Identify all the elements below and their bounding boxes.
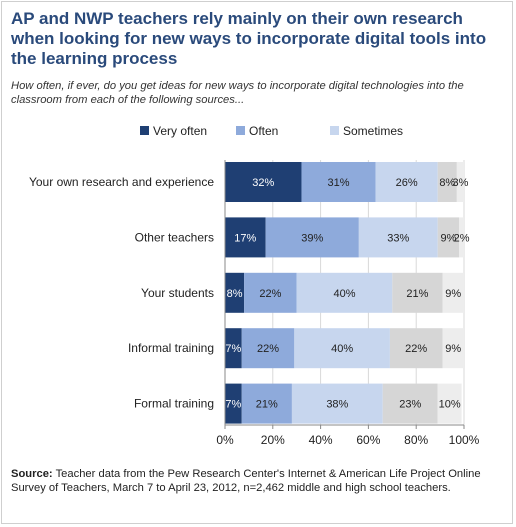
bar-segment xyxy=(437,217,460,258)
bar-row: 7% 21% 38% 23% 10% xyxy=(225,383,462,424)
x-tick-label: 80% xyxy=(404,433,428,447)
category-labels: Your own research and experience Other te… xyxy=(29,175,214,411)
x-tick-label: 100% xyxy=(449,433,480,447)
bar-value-label: 17% xyxy=(234,232,256,244)
category-label: Your students xyxy=(141,286,214,300)
bar-segment xyxy=(265,217,359,258)
bar-value-label: 31% xyxy=(328,177,350,189)
chart-subtitle: How often, if ever, do you get ideas for… xyxy=(11,80,464,106)
x-tick-label: 60% xyxy=(356,433,380,447)
bar-segment xyxy=(389,328,443,369)
category-label: Your own research and experience xyxy=(29,175,214,189)
x-tick-label: 40% xyxy=(309,433,333,447)
legend-swatch xyxy=(330,126,339,135)
bar-value-label: 22% xyxy=(405,343,427,355)
bar-row: 32% 31% 26% 8%3% xyxy=(225,162,469,202)
bar-value-label: 3% xyxy=(452,177,468,189)
bar-segment xyxy=(225,162,302,202)
bar-value-label: 26% xyxy=(396,177,418,189)
source-text: Teacher data from the Pew Research Cente… xyxy=(11,468,481,494)
bar-segment xyxy=(459,217,464,258)
legend: Very often Often Sometimes xyxy=(140,124,403,138)
category-label: Other teachers xyxy=(135,230,214,244)
bar-segment xyxy=(244,272,297,313)
bar-value-label: 2% xyxy=(454,232,470,244)
x-tick-label: 20% xyxy=(261,433,285,447)
bar-value-label: 33% xyxy=(387,232,409,244)
bar-segment xyxy=(225,383,242,424)
bar-value-label: 8% xyxy=(439,177,455,189)
bar-value-label: 9% xyxy=(441,232,457,244)
bar-segment xyxy=(437,162,457,202)
bar-segment xyxy=(442,272,464,313)
bar-segment xyxy=(225,272,245,313)
bar-segment xyxy=(241,328,295,369)
bar-value-label: 39% xyxy=(301,232,323,244)
bar-value-label: 7% xyxy=(225,399,241,411)
bar-value-label: 8% xyxy=(227,288,243,300)
chart-title: AP and NWP teachers rely mainly on their… xyxy=(11,9,487,68)
x-tick-label: 0% xyxy=(216,433,234,447)
bar-value-label: 21% xyxy=(406,288,428,300)
bar-segment xyxy=(291,383,383,424)
bar-value-label: 38% xyxy=(326,399,348,411)
bar-value-label: 21% xyxy=(256,399,278,411)
bar-segment xyxy=(225,217,266,258)
category-label: Formal training xyxy=(134,397,214,411)
bar-row: 17% 39% 33% 9%2% xyxy=(225,217,470,258)
bar-value-label: 9% xyxy=(445,343,461,355)
category-label: Informal training xyxy=(128,341,214,355)
bar-segment xyxy=(456,162,464,202)
bar-row: 7% 22% 40% 22% 9% xyxy=(225,328,464,369)
bar-value-label: 22% xyxy=(259,288,281,300)
bar-segment xyxy=(382,383,438,424)
bars: 32% 31% 26% 8%3%17% 39% 33% 9%2%8% 22% 40% 21% 9%7… xyxy=(225,162,470,424)
legend-label: Sometimes xyxy=(343,124,403,138)
bar-segment xyxy=(437,383,462,424)
bar-segment xyxy=(241,383,292,424)
bar-segment xyxy=(301,162,376,202)
bar-segment xyxy=(294,328,390,369)
x-axis: 0% 20% 40% 60% 80% 100% xyxy=(216,160,480,447)
bar-value-label: 40% xyxy=(331,343,353,355)
bar-segment xyxy=(392,272,443,313)
bar-row: 8% 22% 40% 21% 9% xyxy=(225,272,464,313)
bar-value-label: 32% xyxy=(252,177,274,189)
bar-segment xyxy=(225,328,242,369)
legend-label: Very often xyxy=(153,124,207,138)
bar-value-label: 40% xyxy=(333,288,355,300)
bar-value-label: 7% xyxy=(225,343,241,355)
bar-value-label: 22% xyxy=(257,343,279,355)
bar-segment xyxy=(358,217,438,258)
source-note: Source: Teacher data from the Pew Resear… xyxy=(11,467,506,495)
legend-swatch xyxy=(140,126,149,135)
bar-value-label: 10% xyxy=(439,399,461,411)
bar-segment xyxy=(296,272,393,313)
source-label: Source: xyxy=(11,468,53,480)
bar-segment xyxy=(375,162,438,202)
bar-segment xyxy=(442,328,464,369)
legend-label: Often xyxy=(249,124,278,138)
legend-swatch xyxy=(236,126,245,135)
bar-value-label: 23% xyxy=(399,399,421,411)
bar-value-label: 9% xyxy=(445,288,461,300)
